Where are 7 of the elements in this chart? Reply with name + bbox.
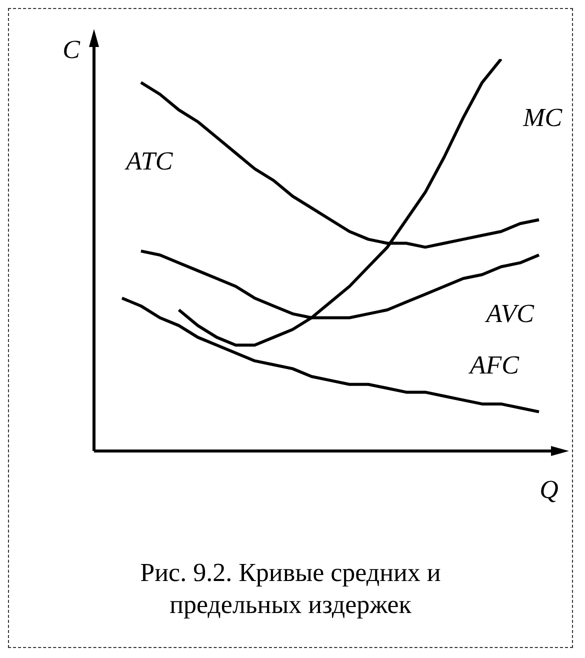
text: Рис. 9.2. Кривые средних и предельных издержек <box>139 557 442 621</box>
series-label: MC <box>522 102 563 132</box>
series-label: AVC <box>484 298 535 328</box>
series-label: ATC <box>124 146 174 176</box>
y-axis-title: C <box>62 34 81 64</box>
x-axis-title: Q <box>540 474 559 504</box>
series-label: AFC <box>468 350 520 380</box>
